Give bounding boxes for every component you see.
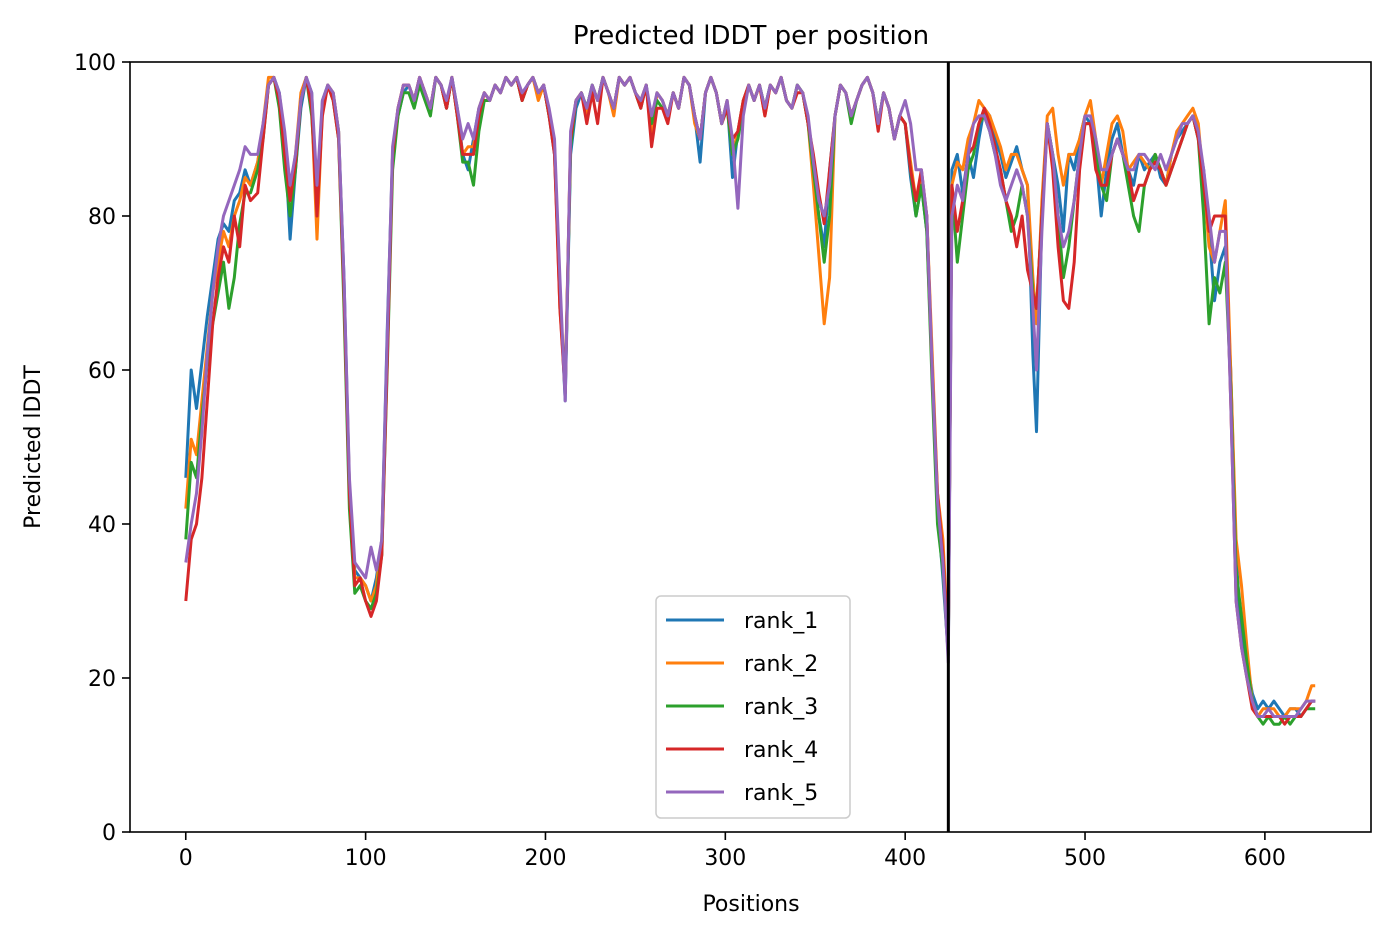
x-tick-label: 300 <box>704 846 746 871</box>
legend-label-rank-1: rank_1 <box>744 609 818 634</box>
legend-label-rank-2: rank_2 <box>744 652 818 677</box>
x-axis-title: Positions <box>702 892 799 917</box>
legend-box <box>655 595 851 819</box>
x-tick-label: 200 <box>524 846 566 871</box>
series-line-rank-5 <box>184 75 1316 718</box>
x-tick-label: 500 <box>1064 846 1106 871</box>
y-tick-label: 60 <box>88 359 116 384</box>
y-tick-label: 20 <box>88 667 116 692</box>
legend-label-rank-4: rank_4 <box>744 738 818 763</box>
y-axis-title: Predicted lDDT <box>21 365 46 529</box>
x-tick-label: 100 <box>345 846 387 871</box>
y-tick-label: 100 <box>74 51 116 76</box>
y-tick-label: 0 <box>102 821 116 846</box>
series-layer <box>184 75 1316 726</box>
x-tick-label: 600 <box>1244 846 1286 871</box>
x-tick-label: 0 <box>179 846 193 871</box>
x-tick-label: 400 <box>884 846 926 871</box>
legend-label-rank-5: rank_5 <box>744 781 818 806</box>
y-tick-label: 40 <box>88 513 116 538</box>
y-axis-ticks: 0 20 40 60 80 100 <box>74 51 130 846</box>
legend: rank_1 rank_2 rank_3 rank_4 rank_5 <box>655 595 851 819</box>
y-tick-label: 80 <box>88 205 116 230</box>
legend-label-rank-3: rank_3 <box>744 695 818 720</box>
chart-title: Predicted lDDT per position <box>573 21 929 51</box>
x-axis-ticks: 0 100 200 300 400 500 600 <box>179 832 1286 871</box>
plot-frame <box>129 61 1372 833</box>
